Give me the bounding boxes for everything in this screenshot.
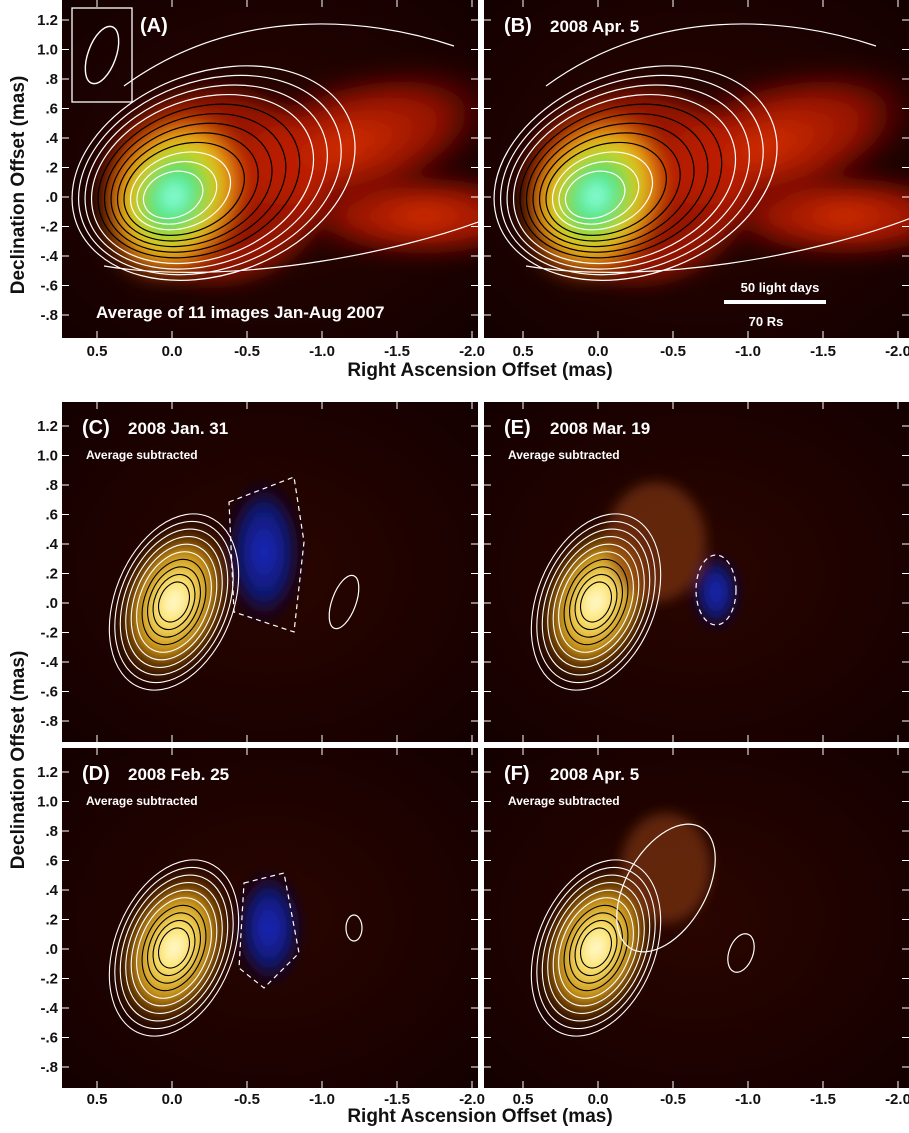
panel-D: (D) 2008 Feb. 25 Average subtracted <box>62 748 478 1088</box>
y-tick-label: -.4 <box>40 1000 58 1017</box>
x-tick-label: 0.5 <box>513 1091 534 1108</box>
panel-date-C: 2008 Jan. 31 <box>128 419 228 438</box>
panel-label-C: (C) <box>82 417 110 439</box>
beam-ellipse <box>84 25 120 85</box>
panel-caption-A: Average of 11 images Jan-Aug 2007 <box>96 303 385 322</box>
y-tick-label: -.8 <box>40 307 58 324</box>
x-tick-label: -1.0 <box>735 1091 761 1108</box>
y-tick-label: 1.2 <box>37 418 58 435</box>
scalebar-bottom-text: 70 Rs <box>749 314 784 329</box>
y-tick-label: -.6 <box>40 1030 58 1047</box>
beam-inset-box <box>71 7 133 103</box>
panel-subtitle-C: Average subtracted <box>86 448 198 462</box>
x-tick-label: -2.0 <box>459 343 485 360</box>
y-tick-label: 1.2 <box>37 764 58 781</box>
panel-date-B: 2008 Apr. 5 <box>550 17 639 36</box>
y-tick-label: .0 <box>45 595 58 612</box>
y-tick-label: -.4 <box>40 654 58 671</box>
x-axis-title-top: Right Ascension Offset (mas) <box>347 360 612 381</box>
y-tick-label: .6 <box>45 101 58 118</box>
y-tick-label: .2 <box>45 160 58 177</box>
y-tick-label: -.2 <box>40 219 58 236</box>
panel-label-A: (A) <box>140 15 168 37</box>
y-tick-label: .6 <box>45 853 58 870</box>
panel-label-B: (B) <box>504 15 532 37</box>
y-axis-title-bottom: Declination Offset (mas) <box>8 651 29 870</box>
x-tick-label: 0.0 <box>162 1091 183 1108</box>
x-tick-label: 0.5 <box>87 343 108 360</box>
y-tick-label: -.2 <box>40 971 58 988</box>
y-tick-label: .0 <box>45 941 58 958</box>
x-tick-label: 0.5 <box>513 343 534 360</box>
x-tick-label: 0.0 <box>588 1091 609 1108</box>
y-tick-label: .0 <box>45 189 58 206</box>
x-tick-label: -1.0 <box>735 343 761 360</box>
panel-subtitle-E: Average subtracted <box>508 448 620 462</box>
y-tick-label: -.8 <box>40 1059 58 1076</box>
y-tick-label: .8 <box>45 823 58 840</box>
y-axis-title-top: Declination Offset (mas) <box>8 76 29 295</box>
panel-subtitle-D: Average subtracted <box>86 794 198 808</box>
panel-subtitle-F: Average subtracted <box>508 794 620 808</box>
y-tick-label: -.4 <box>40 248 58 265</box>
x-tick-label: -2.0 <box>885 1091 909 1108</box>
panel-date-E: 2008 Mar. 19 <box>550 419 650 438</box>
y-tick-label: .8 <box>45 477 58 494</box>
panel-date-F: 2008 Apr. 5 <box>550 765 639 784</box>
x-tick-label: 0.0 <box>162 343 183 360</box>
panel-label-D: (D) <box>82 763 110 785</box>
x-tick-label: -0.5 <box>660 343 686 360</box>
x-tick-label: -1.5 <box>810 343 836 360</box>
x-tick-label: -0.5 <box>234 343 260 360</box>
x-tick-label: 0.5 <box>87 1091 108 1108</box>
y-tick-label: 1.0 <box>37 448 58 465</box>
panel-label-E: (E) <box>504 417 531 439</box>
x-tick-label: -0.5 <box>234 1091 260 1108</box>
x-tick-label: -1.5 <box>810 1091 836 1108</box>
panel-B: (B) 2008 Apr. 5 50 light days 70 Rs <box>484 0 909 338</box>
y-tick-label: .2 <box>45 912 58 929</box>
panel-E: (E) 2008 Mar. 19 Average subtracted <box>484 402 909 742</box>
panel-F: (F) 2008 Apr. 5 Average subtracted <box>484 748 909 1088</box>
panel-date-D: 2008 Feb. 25 <box>128 765 229 784</box>
y-tick-label: .2 <box>45 566 58 583</box>
x-axis-title-bottom: Right Ascension Offset (mas) <box>347 1106 612 1127</box>
x-tick-label: -1.5 <box>384 343 410 360</box>
x-tick-label: -2.0 <box>459 1091 485 1108</box>
y-tick-label: .4 <box>45 882 58 899</box>
panel-C: (C) 2008 Jan. 31 Average subtracted <box>62 402 478 742</box>
x-tick-label: -2.0 <box>885 343 909 360</box>
y-tick-label: 1.0 <box>37 42 58 59</box>
y-tick-label: -.6 <box>40 278 58 295</box>
y-tick-label: .4 <box>45 130 58 147</box>
x-tick-label: -1.5 <box>384 1091 410 1108</box>
x-tick-label: 0.0 <box>588 343 609 360</box>
x-tick-label: -1.0 <box>309 1091 335 1108</box>
y-tick-label: 1.2 <box>37 12 58 29</box>
y-tick-label: .4 <box>45 536 58 553</box>
y-tick-label: 1.0 <box>37 794 58 811</box>
scalebar-top-text: 50 light days <box>741 280 820 295</box>
panel-label-F: (F) <box>504 763 530 785</box>
x-tick-label: -1.0 <box>309 343 335 360</box>
y-tick-label: -.8 <box>40 713 58 730</box>
y-tick-label: .6 <box>45 507 58 524</box>
x-tick-label: -0.5 <box>660 1091 686 1108</box>
y-tick-label: -.6 <box>40 684 58 701</box>
panel-A: (A) Average of 11 images Jan-Aug 2007 <box>62 0 478 338</box>
y-tick-label: .8 <box>45 71 58 88</box>
y-tick-label: -.2 <box>40 625 58 642</box>
